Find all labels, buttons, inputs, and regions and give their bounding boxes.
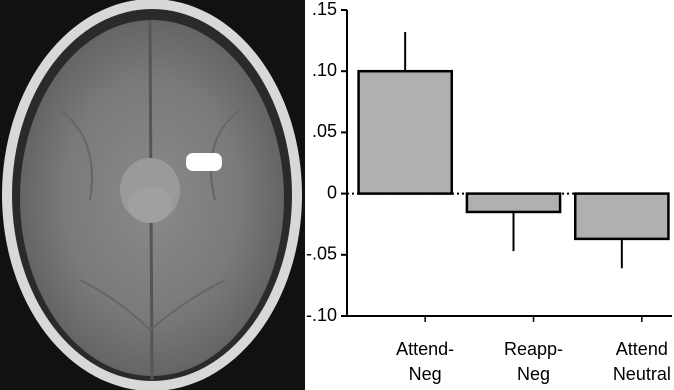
- activation-spot: [186, 153, 222, 171]
- bar: [359, 71, 452, 193]
- y-tick-label: -.05: [306, 244, 337, 264]
- y-tick-label: .15: [312, 0, 337, 19]
- x-tick-label: Reapp-: [504, 339, 563, 359]
- bar: [467, 194, 560, 212]
- brain-scan: [0, 0, 305, 390]
- y-tick-label: -.10: [306, 305, 337, 325]
- bar: [575, 194, 668, 239]
- y-tick-label: .05: [312, 121, 337, 141]
- y-tick-label: 0: [327, 182, 337, 202]
- x-tick-label: Attend-: [396, 339, 454, 359]
- x-tick-label: Neg: [409, 364, 442, 384]
- figure: -.10 -.05 0 .05 .10 .15 Attend- Neg Reapp- Neg Att…: [0, 0, 674, 390]
- x-tick-label: Neutral: [613, 364, 671, 384]
- x-tick-label: Attend: [616, 339, 668, 359]
- x-tick-label: Neg: [517, 364, 550, 384]
- y-tick-label: .10: [312, 60, 337, 80]
